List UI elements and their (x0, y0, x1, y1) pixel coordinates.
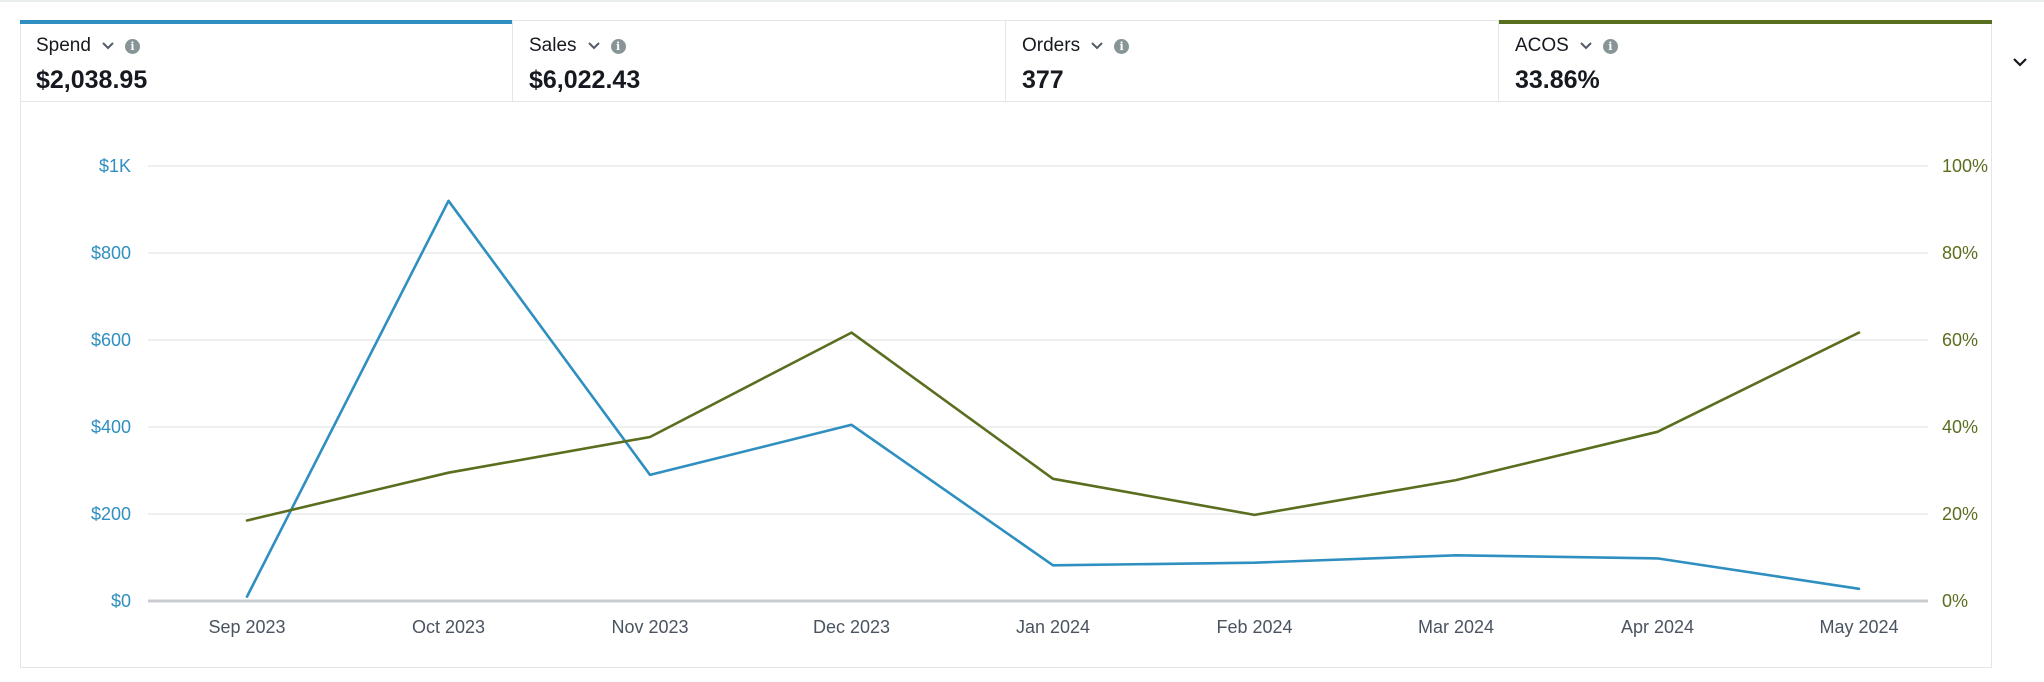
metric-selected-bar (20, 20, 512, 24)
series-line-spend (245, 199, 1861, 598)
metric-selected-bar (1499, 20, 1992, 24)
metric-tile-sales[interactable]: Sales i $6,022.43 (513, 20, 1006, 102)
collapse-chevron-down-icon[interactable] (2008, 50, 2032, 74)
metric-value: 33.86% (1515, 66, 1600, 94)
x-tick-label: Feb 2024 (1216, 617, 1292, 637)
y-right-tick-label: 60% (1942, 330, 1978, 350)
metric-tile-orders[interactable]: Orders i 377 (1006, 20, 1499, 102)
metric-tiles: Spend i $2,038.95 Sales i $6,022.43 Orde… (20, 20, 1992, 102)
y-left-tick-label: $600 (91, 330, 131, 350)
chevron-down-icon[interactable] (585, 37, 603, 55)
y-right-tick-label: 40% (1942, 417, 1978, 437)
metric-tile-spend[interactable]: Spend i $2,038.95 (20, 20, 513, 102)
y-left-tick-label: $1K (99, 156, 131, 176)
metric-selected-bar (1006, 20, 1498, 24)
y-right-tick-label: 100% (1942, 156, 1988, 176)
y-left-tick-label: $0 (111, 591, 131, 611)
y-right-tick-label: 80% (1942, 243, 1978, 263)
x-tick-label: Oct 2023 (412, 617, 485, 637)
info-icon[interactable]: i (610, 38, 626, 54)
metric-value: 377 (1022, 66, 1064, 94)
x-tick-label: May 2024 (1819, 617, 1898, 637)
chevron-down-icon[interactable] (1577, 37, 1595, 55)
metric-selected-bar (513, 20, 1005, 24)
metric-label: Spend (36, 35, 91, 56)
y-left-tick-label: $400 (91, 417, 131, 437)
x-tick-label: Jan 2024 (1016, 617, 1090, 637)
metric-value: $6,022.43 (529, 66, 641, 94)
y-right-tick-label: 20% (1942, 504, 1978, 524)
metric-label: Sales (529, 35, 577, 56)
x-tick-label: Dec 2023 (813, 617, 890, 637)
metric-label: ACOS (1515, 35, 1569, 56)
info-icon[interactable]: i (1602, 38, 1618, 54)
series-line-acos (245, 331, 1861, 522)
y-left-tick-label: $800 (91, 243, 131, 263)
info-icon[interactable]: i (124, 38, 140, 54)
chevron-down-icon[interactable] (99, 37, 117, 55)
y-left-tick-label: $200 (91, 504, 131, 524)
x-tick-label: Sep 2023 (208, 617, 285, 637)
x-tick-label: Mar 2024 (1418, 617, 1494, 637)
info-icon[interactable]: i (1114, 38, 1130, 54)
metric-tile-acos[interactable]: ACOS i 33.86% (1499, 20, 1992, 102)
x-tick-label: Apr 2024 (1621, 617, 1694, 637)
metric-value: $2,038.95 (36, 66, 148, 94)
chevron-down-icon[interactable] (1088, 37, 1106, 55)
top-divider (0, 0, 2044, 2)
x-tick-label: Nov 2023 (611, 617, 688, 637)
y-right-tick-label: 0% (1942, 591, 1968, 611)
metric-label: Orders (1022, 35, 1081, 56)
line-chart: $0 $200 $400 $600 $800 $1K 0% 20% 40% 60% 80% 100% S… (91, 156, 1988, 637)
